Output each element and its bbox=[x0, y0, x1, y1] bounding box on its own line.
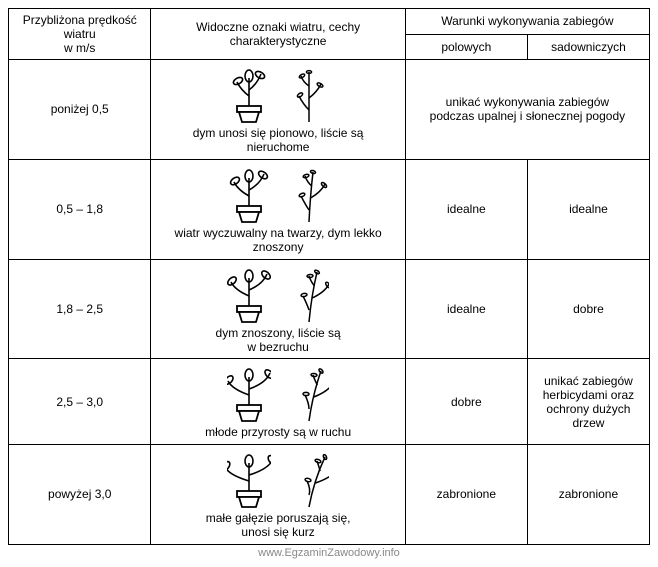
icons-row bbox=[155, 451, 400, 509]
pot-plant-icon bbox=[227, 365, 271, 423]
branch-icon bbox=[291, 266, 329, 324]
orchard-cell: unikać zabiegówherbicydami orazochrony d… bbox=[527, 359, 649, 444]
branch-icon bbox=[291, 365, 329, 423]
pot-plant-icon bbox=[227, 66, 271, 124]
orchard-cell: dobre bbox=[527, 259, 649, 359]
header-speed: Przybliżona prędkość wiatruw m/s bbox=[9, 9, 151, 60]
conditions-merged-cell: unikać wykonywania zabiegówpodczas upaln… bbox=[405, 60, 649, 160]
signs-desc: dym znoszony, liście sąw bezruchu bbox=[155, 326, 400, 355]
signs-desc: wiatr wyczuwalny na twarzy, dym lekkozno… bbox=[155, 226, 400, 255]
header-signs: Widoczne oznaki wiatru, cechycharakterys… bbox=[151, 9, 405, 60]
header-conditions: Warunki wykonywania zabiegów bbox=[405, 9, 649, 35]
speed-cell: 1,8 – 2,5 bbox=[9, 259, 151, 359]
table-row: poniżej 0,5 dym unosi się pionowo, liści… bbox=[9, 60, 650, 160]
orchard-cell: idealne bbox=[527, 159, 649, 259]
signs-cell: dym znoszony, liście sąw bezruchu bbox=[151, 259, 405, 359]
field-cell: zabronione bbox=[405, 444, 527, 544]
signs-cell: małe gałęzie poruszają się,unosi się kur… bbox=[151, 444, 405, 544]
speed-cell: 0,5 – 1,8 bbox=[9, 159, 151, 259]
table-row: 0,5 – 1,8 wiatr wyczuwalny na twarzy, dy… bbox=[9, 159, 650, 259]
branch-icon bbox=[291, 166, 329, 224]
signs-cell: młode przyrosty są w ruchu bbox=[151, 359, 405, 444]
signs-cell: wiatr wyczuwalny na twarzy, dym lekkozno… bbox=[151, 159, 405, 259]
field-cell: idealne bbox=[405, 259, 527, 359]
signs-cell: dym unosi się pionowo, liście sąnierucho… bbox=[151, 60, 405, 160]
wind-table: Przybliżona prędkość wiatruw m/s Widoczn… bbox=[8, 8, 650, 545]
field-cell: dobre bbox=[405, 359, 527, 444]
header-orchard: sadowniczych bbox=[527, 34, 649, 60]
branch-icon bbox=[291, 451, 329, 509]
field-cell: idealne bbox=[405, 159, 527, 259]
speed-cell: poniżej 0,5 bbox=[9, 60, 151, 160]
signs-desc: dym unosi się pionowo, liście sąnierucho… bbox=[155, 126, 400, 155]
icons-row bbox=[155, 365, 400, 423]
icons-row bbox=[155, 166, 400, 224]
header-field: polowych bbox=[405, 34, 527, 60]
icons-row bbox=[155, 266, 400, 324]
table-body: poniżej 0,5 dym unosi się pionowo, liści… bbox=[9, 60, 650, 545]
branch-icon bbox=[291, 66, 329, 124]
table-row: 2,5 – 3,0 młode przyrosty są w ruchu dobr… bbox=[9, 359, 650, 444]
table-header: Przybliżona prędkość wiatruw m/s Widoczn… bbox=[9, 9, 650, 60]
table-row: 1,8 – 2,5 dym znoszony, liście sąw bezru… bbox=[9, 259, 650, 359]
signs-desc: młode przyrosty są w ruchu bbox=[155, 425, 400, 439]
footer-credit: www.EgzaminZawodowy.info bbox=[8, 547, 650, 559]
speed-cell: 2,5 – 3,0 bbox=[9, 359, 151, 444]
orchard-cell: zabronione bbox=[527, 444, 649, 544]
pot-plant-icon bbox=[227, 166, 271, 224]
speed-cell: powyżej 3,0 bbox=[9, 444, 151, 544]
pot-plant-icon bbox=[227, 451, 271, 509]
table-row: powyżej 3,0 małe gałęzie poruszają się,u… bbox=[9, 444, 650, 544]
icons-row bbox=[155, 66, 400, 124]
signs-desc: małe gałęzie poruszają się,unosi się kur… bbox=[155, 511, 400, 540]
pot-plant-icon bbox=[227, 266, 271, 324]
